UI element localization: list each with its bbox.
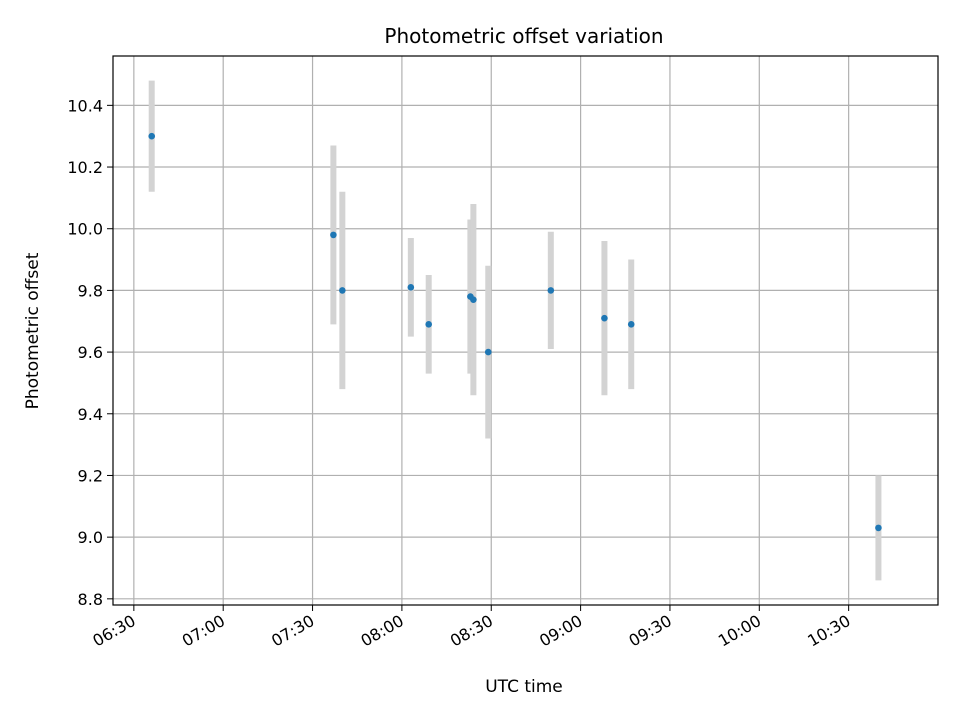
y-tick-label: 8.8	[78, 590, 103, 609]
data-points	[148, 132, 882, 532]
data-point	[407, 284, 415, 291]
data-point	[148, 132, 156, 140]
plot-frame	[112, 55, 939, 606]
data-point	[547, 287, 555, 294]
y-tick-label: 9.0	[78, 528, 103, 547]
data-point	[484, 348, 492, 356]
data-point	[627, 321, 635, 328]
grid	[113, 56, 938, 605]
y-tick-label: 10.0	[67, 220, 103, 239]
x-axis-title: UTC time	[485, 677, 563, 697]
data-point	[330, 231, 337, 239]
data-point	[470, 296, 477, 303]
y-tick-label: 9.6	[78, 343, 103, 362]
y-tick-label: 9.8	[78, 281, 103, 300]
y-tick-label: 10.2	[67, 158, 103, 177]
y-tick-label: 10.4	[67, 96, 103, 115]
y-axis-ticks: 8.8 9.0 9.2 9.4 9.6 9.8 10.0 10.2 10.4	[67, 96, 113, 609]
data-point	[875, 524, 882, 532]
chart-title: Photometric offset variation	[384, 24, 663, 48]
data-point	[339, 287, 346, 294]
data-point	[601, 314, 608, 322]
y-tick-label: 9.4	[78, 405, 103, 424]
data-point	[425, 321, 433, 328]
y-tick-label: 9.2	[78, 466, 103, 485]
y-axis-title: Photometric offset	[23, 252, 43, 409]
